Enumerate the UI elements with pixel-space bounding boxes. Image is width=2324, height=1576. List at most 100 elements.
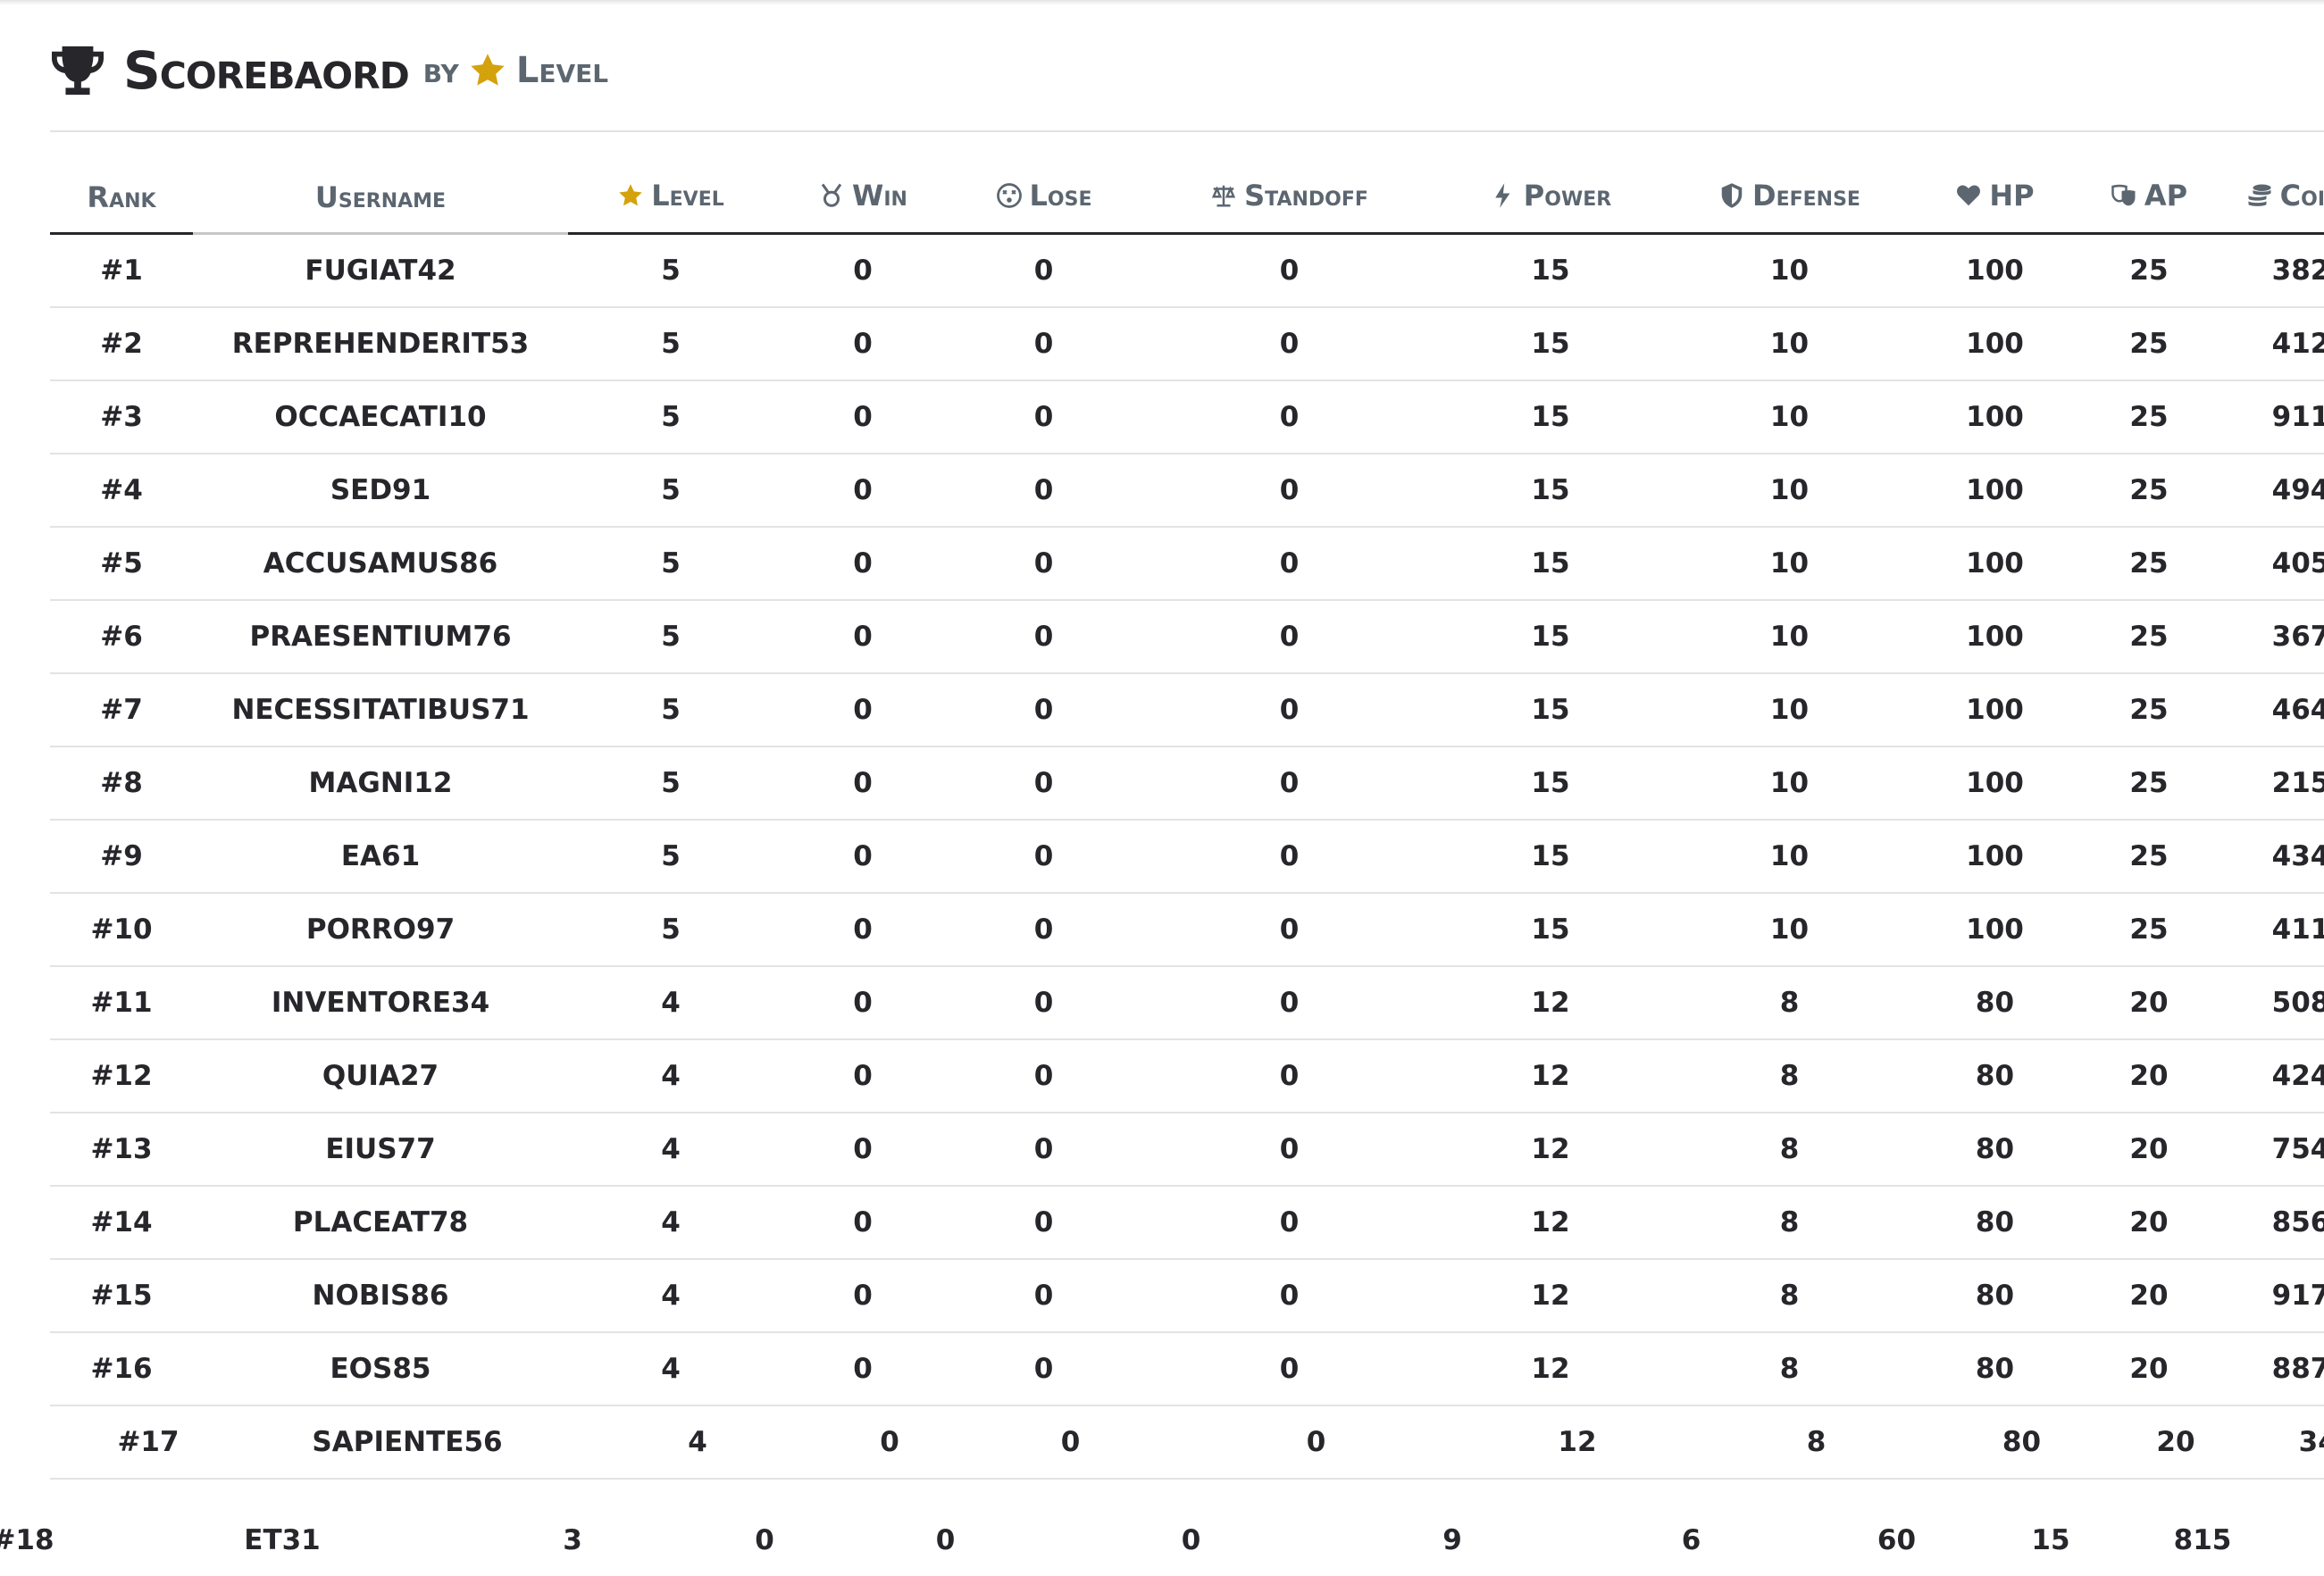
cell-lose: 0 — [952, 600, 1135, 674]
header-coins[interactable]: Coins — [2229, 163, 2324, 235]
cell-rank: #4 — [50, 454, 193, 528]
table-row[interactable]: #15 NOBIS86 4 0 0 0 12 8 80 20 917 — [50, 1259, 2324, 1333]
table-row[interactable]: #1 FUGIAT42 5 0 0 0 15 10 100 25 382 — [50, 233, 2324, 308]
table-row[interactable]: #18 ET31 3 0 0 0 9 6 60 15 815 — [0, 1479, 2324, 1556]
header-power[interactable]: Power — [1443, 163, 1658, 235]
cell-ap: 25 — [2069, 673, 2229, 747]
table-row[interactable]: #14 PLACEAT78 4 0 0 0 12 8 80 20 856 — [50, 1186, 2324, 1260]
scoreboard-table: Rank Username Level Win — [0, 163, 2324, 1556]
shield-icon — [1721, 183, 1743, 208]
cell-level: 5 — [568, 233, 773, 308]
header-win[interactable]: Win — [773, 163, 952, 235]
table-row[interactable]: #17SAPIENTE5640001288020346 — [50, 1405, 2324, 1480]
cell-defense: 10 — [1658, 233, 1921, 308]
table-header-row: Rank Username Level Win — [50, 163, 2324, 235]
table-row[interactable]: #9 EA61 5 0 0 0 15 10 100 25 434 — [50, 820, 2324, 894]
cell-win: 0 — [773, 380, 952, 454]
header-lose[interactable]: Lose — [952, 163, 1135, 235]
cell-username[interactable]: SAPIENTE56 — [220, 1405, 595, 1480]
table-row[interactable]: #12 QUIA27 4 0 0 0 12 8 80 20 424 — [50, 1039, 2324, 1113]
cell-power: 12 — [1443, 1332, 1658, 1406]
cell-username[interactable]: NECESSITATIBUS71 — [193, 673, 568, 747]
table-row[interactable]: #5 ACCUSAMUS86 5 0 0 0 15 10 100 25 405 — [50, 527, 2324, 601]
cell-username[interactable]: REPREHENDERIT53 — [193, 307, 568, 381]
cell-standoff: 0 — [1135, 380, 1443, 454]
cell-ap: 20 — [2069, 1259, 2229, 1333]
cell-rank: #17 — [77, 1405, 220, 1480]
cell-win: 0 — [773, 454, 952, 528]
cell-win: 0 — [773, 527, 952, 601]
table-row[interactable]: #7 NECESSITATIBUS71 5 0 0 0 15 10 100 25 464 — [50, 673, 2324, 747]
cell-username[interactable]: OCCAECATI10 — [193, 380, 568, 454]
cell-level: 5 — [568, 820, 773, 894]
theater-masks-icon — [2111, 184, 2136, 206]
header-rank[interactable]: Rank — [50, 163, 193, 235]
header-standoff[interactable]: Standoff — [1135, 163, 1443, 235]
cell-power: 15 — [1443, 307, 1658, 381]
cell-defense: 10 — [1658, 820, 1921, 894]
title-level: Level — [515, 50, 609, 91]
cell-username[interactable]: EIUS77 — [193, 1113, 568, 1187]
cell-username[interactable]: QUIA27 — [193, 1039, 568, 1113]
cell-username[interactable]: PRAESENTIUM76 — [193, 600, 568, 674]
table-row[interactable]: #13 EIUS77 4 0 0 0 12 8 80 20 754 — [50, 1113, 2324, 1187]
cell-defense: 8 — [1658, 1259, 1921, 1333]
balance-scale-icon — [1211, 185, 1236, 207]
cell-username[interactable]: ET31 — [244, 1524, 321, 1556]
cell-username[interactable]: PORRO97 — [193, 893, 568, 967]
cell-hp: 80 — [1921, 1039, 2069, 1113]
header-username[interactable]: Username — [193, 163, 568, 235]
table-row[interactable]: #3 OCCAECATI10 5 0 0 0 15 10 100 25 911 — [50, 380, 2324, 454]
cell-defense: 10 — [1658, 893, 1921, 967]
cell-rank: #16 — [50, 1332, 193, 1406]
cell-hp: 80 — [1921, 1259, 2069, 1333]
table-row[interactable]: #11 INVENTORE34 4 0 0 0 12 8 80 20 508 — [50, 966, 2324, 1040]
table-row[interactable]: #8 MAGNI12 5 0 0 0 15 10 100 25 215 — [50, 746, 2324, 821]
cell-defense: 10 — [1658, 600, 1921, 674]
cell-coins: 411 — [2229, 893, 2324, 967]
medal-icon — [821, 183, 842, 207]
cell-hp: 100 — [1921, 307, 2069, 381]
cell-coins: 508 — [2229, 966, 2324, 1040]
table-row[interactable]: #6 PRAESENTIUM76 5 0 0 0 15 10 100 25 367 — [50, 600, 2324, 674]
cell-username[interactable]: FUGIAT42 — [193, 233, 568, 308]
cell-coins: 382 — [2229, 233, 2324, 308]
cell-defense: 8 — [1658, 1113, 1921, 1187]
cell-hp: 100 — [1921, 746, 2069, 821]
table-row[interactable]: #10 PORRO97 5 0 0 0 15 10 100 25 411 — [50, 893, 2324, 967]
cell-username[interactable]: MAGNI12 — [193, 746, 568, 821]
cell-coins: 856 — [2229, 1186, 2324, 1260]
cell-username[interactable]: INVENTORE34 — [193, 966, 568, 1040]
cell-level: 5 — [568, 893, 773, 967]
cell-lose: 0 — [952, 673, 1135, 747]
table-row[interactable]: #16 EOS85 4 0 0 0 12 8 80 20 887 — [50, 1332, 2324, 1406]
cell-username[interactable]: SED91 — [193, 454, 568, 528]
cell-ap: 20 — [2069, 966, 2229, 1040]
cell-defense: 8 — [1658, 1186, 1921, 1260]
cell-hp: 100 — [1921, 380, 2069, 454]
cell-lose: 0 — [952, 966, 1135, 1040]
table-row[interactable]: #4 SED91 5 0 0 0 15 10 100 25 494 — [50, 454, 2324, 528]
cell-level: 4 — [568, 966, 773, 1040]
cell-ap: 25 — [2069, 527, 2229, 601]
cell-coins: 215 — [2229, 746, 2324, 821]
cell-standoff: 0 — [1135, 307, 1443, 381]
cell-win: 0 — [773, 1113, 952, 1187]
header-ap[interactable]: AP — [2069, 163, 2229, 235]
cell-rank: #11 — [50, 966, 193, 1040]
cell-username[interactable]: EA61 — [193, 820, 568, 894]
header-level[interactable]: Level — [568, 163, 773, 235]
header-hp[interactable]: HP — [1921, 163, 2069, 235]
star-icon — [619, 184, 642, 206]
cell-rank: #12 — [50, 1039, 193, 1113]
table-row[interactable]: #2 REPREHENDERIT53 5 0 0 0 15 10 100 25 412 — [50, 307, 2324, 381]
cell-standoff: 0 — [1135, 1039, 1443, 1113]
cell-lose: 0 — [979, 1405, 1162, 1480]
cell-lose: 0 — [952, 233, 1135, 308]
cell-standoff: 0 — [1135, 600, 1443, 674]
cell-username[interactable]: NOBIS86 — [193, 1259, 568, 1333]
cell-username[interactable]: PLACEAT78 — [193, 1186, 568, 1260]
header-defense[interactable]: Defense — [1658, 163, 1921, 235]
cell-username[interactable]: ACCUSAMUS86 — [193, 527, 568, 601]
cell-username[interactable]: EOS85 — [193, 1332, 568, 1406]
